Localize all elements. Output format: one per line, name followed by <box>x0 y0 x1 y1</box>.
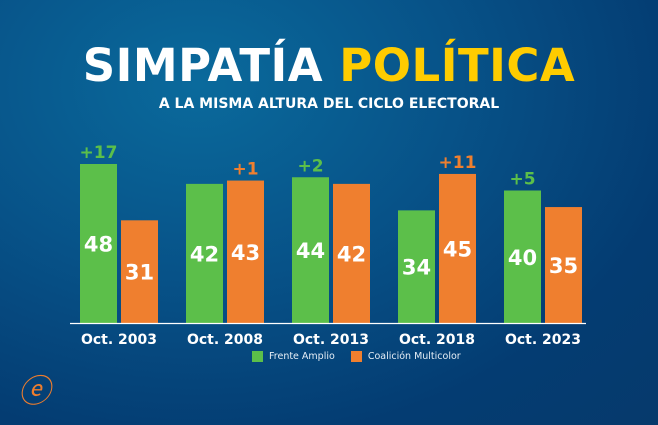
legend-item-coalicion-multicolor: Coalición Multicolor <box>350 351 461 362</box>
bar-frente-amplio <box>504 190 541 323</box>
difference-label: +11 <box>439 153 477 173</box>
difference-label: +17 <box>80 143 118 163</box>
x-tick-label: Oct. 2013 <box>293 332 369 348</box>
x-tick-label: Oct. 2008 <box>187 332 263 348</box>
x-tick-label: Oct. 2003 <box>81 332 157 348</box>
difference-label: +1 <box>232 160 258 180</box>
title-part-1: SIMPATÍA <box>82 39 324 92</box>
difference-label: +5 <box>509 170 535 190</box>
bar-frente-amplio <box>80 164 117 323</box>
bar-frente-amplio <box>186 183 223 323</box>
bar-coalicion-multicolor <box>333 183 370 323</box>
legend: Frente Amplio Coalición Multicolor <box>252 351 461 362</box>
legend-label: Frente Amplio <box>269 351 335 362</box>
data-label: 45 <box>443 237 472 261</box>
legend-swatch-coalicion-multicolor <box>350 351 362 362</box>
x-tick-label: Oct. 2018 <box>399 332 475 348</box>
difference-label: +2 <box>297 156 323 176</box>
bar-coalicion-multicolor <box>227 180 264 323</box>
title-part-2: POLÍTICA <box>339 39 576 92</box>
legend-swatch-frente-amplio <box>252 351 263 362</box>
data-label: 48 <box>84 233 113 257</box>
legend-item-frente-amplio: Frente Amplio <box>252 351 335 362</box>
chart-subtitle: A LA MISMA ALTURA DEL CICLO ELECTORAL <box>158 96 500 112</box>
bar-coalicion-multicolor <box>439 173 476 323</box>
data-label: 42 <box>190 242 219 266</box>
data-label: 34 <box>402 256 431 280</box>
x-tick-label: Oct. 2023 <box>505 332 581 348</box>
bar-coalicion-multicolor <box>545 207 582 323</box>
bar-frente-amplio <box>292 177 329 323</box>
chart-title: SIMPATÍA POLÍTICA <box>0 40 658 92</box>
brand-logo: ⓔ <box>18 372 51 410</box>
data-label: 42 <box>337 242 366 266</box>
data-label: 43 <box>231 241 260 265</box>
bar-frente-amplio <box>398 210 435 323</box>
bar-coalicion-multicolor <box>121 220 158 323</box>
data-label: 40 <box>508 246 537 270</box>
data-label: 44 <box>296 239 325 263</box>
data-label: 31 <box>125 261 154 285</box>
legend-label: Coalición Multicolor <box>367 351 461 362</box>
data-label: 35 <box>549 254 578 278</box>
